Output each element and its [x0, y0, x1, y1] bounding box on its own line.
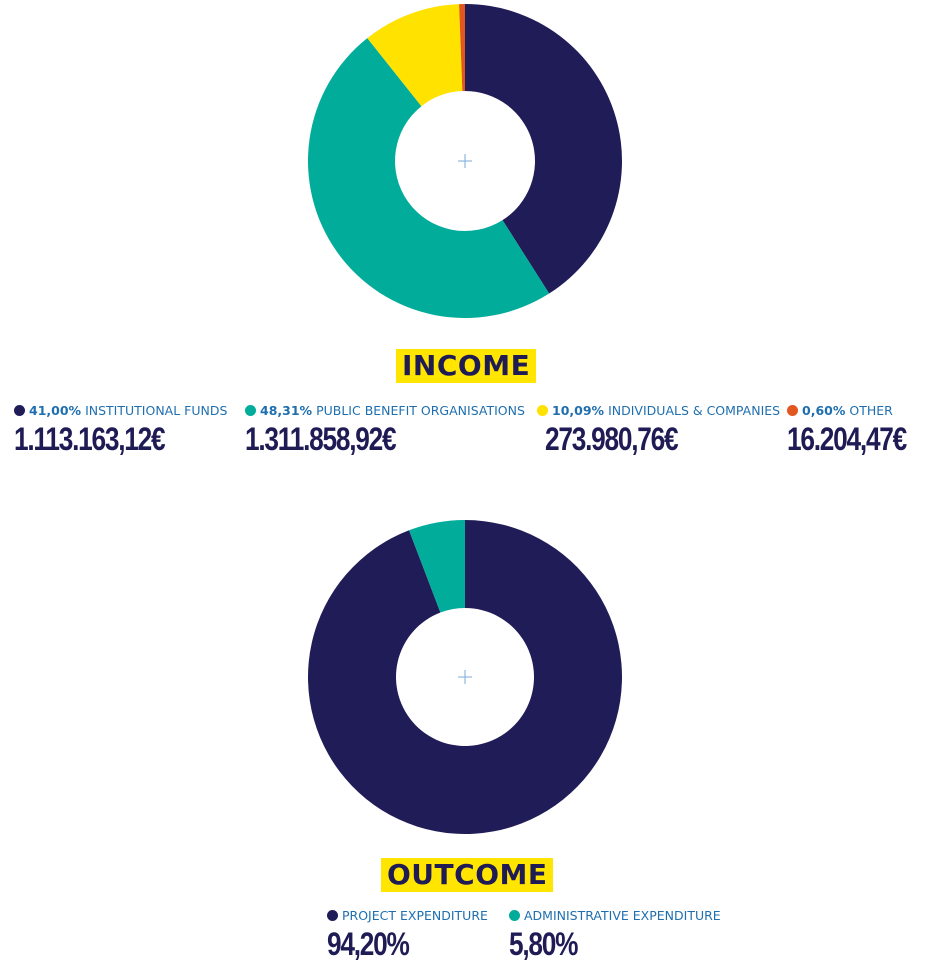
institutional-funds-color-dot [14, 404, 25, 416]
legend-item-public-benefit-organisations: 48,31% PUBLIC BENEFIT ORGANISATIONS 1.31… [245, 401, 525, 457]
legend-amount: 5,80% [509, 926, 578, 962]
administrative-expenditure-color-dot [509, 909, 520, 921]
individuals-companies-color-dot [537, 404, 548, 416]
legend-item-project-expenditure: PROJECT EXPENDITURE 94,20% [327, 906, 488, 962]
outcome-center-crosshair-icon [458, 670, 472, 684]
legend-label: PROJECT EXPENDITURE [342, 907, 488, 923]
outcome-slice-administrative-expenditure [409, 520, 465, 613]
income-center-crosshair-icon [458, 154, 472, 168]
legend-label: ADMINISTRATIVE EXPENDITURE [524, 907, 721, 923]
legend-item-individuals-companies: 10,09% INDIVIDUALS & COMPANIES 273.980,7… [537, 401, 780, 457]
legend-percent: 10,09% [552, 402, 605, 418]
legend-amount: 273.980,76€ [545, 421, 679, 457]
income-title: INCOME [396, 349, 537, 383]
legend-item-institutional-funds: 41,00% INSTITUTIONAL FUNDS 1.113.163,12€ [14, 401, 227, 457]
legend-label: OTHER [849, 402, 893, 418]
legend-item-other: 0,60% OTHER 16.204,47€ [787, 401, 930, 457]
outcome-title: OUTCOME [381, 858, 554, 892]
income-slice-public-benefit-organisations [308, 38, 550, 318]
legend-percent: 48,31% [260, 402, 313, 418]
project-expenditure-color-dot [327, 909, 338, 921]
outcome-slice-project-expenditure [308, 520, 623, 835]
public-benefit-color-dot [245, 404, 256, 416]
income-slice-individuals-companies [367, 4, 463, 107]
other-color-dot [787, 404, 798, 416]
legend-percent: 41,00% [29, 402, 82, 418]
legend-percent: 0,60% [802, 402, 846, 418]
legend-label: PUBLIC BENEFIT ORGANISATIONS [316, 402, 525, 418]
legend-item-administrative-expenditure: ADMINISTRATIVE EXPENDITURE 5,80% [509, 906, 721, 962]
income-slice-other [459, 4, 465, 92]
legend-label: INDIVIDUALS & COMPANIES [608, 402, 781, 418]
income-slice-institutional-funds [465, 4, 622, 294]
legend-amount: 94,20% [327, 926, 410, 962]
legend-amount: 1.311.858,92€ [245, 421, 397, 457]
legend-amount: 16.204,47€ [787, 421, 907, 457]
legend-label: INSTITUTIONAL FUNDS [85, 402, 228, 418]
legend-amount: 1.113.163,12€ [14, 421, 166, 457]
